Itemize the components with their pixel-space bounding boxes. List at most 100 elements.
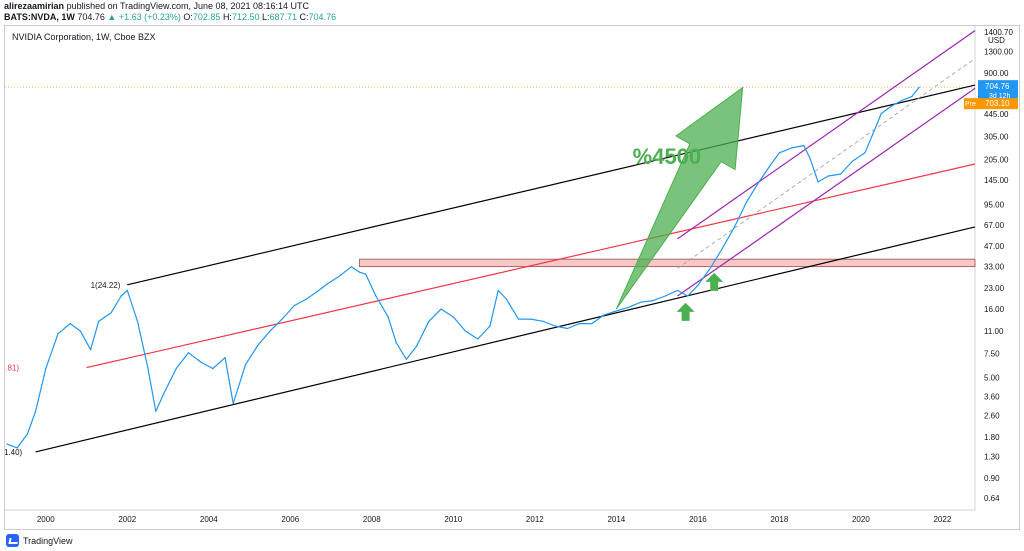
y-tick-label[interactable]: 0.90: [984, 474, 1000, 483]
author-name[interactable]: alirezaamirian: [4, 1, 65, 11]
price-point: [721, 247, 723, 250]
price-chart[interactable]: 1300.00 900.00 445.00 305.00 205.00 145.00 95.…: [5, 26, 1019, 529]
y-tick-label[interactable]: 5.00: [984, 373, 1000, 382]
price-point: [852, 160, 854, 162]
y-tick-label[interactable]: 1.30: [984, 452, 1000, 461]
price-point: [69, 322, 71, 325]
y-tick-label[interactable]: 16.00: [984, 305, 1005, 314]
publish-info: published on TradingView.com, June 08, 2…: [66, 1, 310, 11]
trendline: [127, 84, 976, 286]
y-tick-label[interactable]: 305.00: [984, 132, 1009, 141]
y-tick-label[interactable]: 33.00: [984, 263, 1005, 272]
fib-level-label: 0(1.40): [5, 448, 23, 457]
last-price-tag-value: 704.76: [985, 82, 1010, 91]
symbol-label[interactable]: BATS:NVDA, 1W: [4, 12, 75, 22]
chart-frame[interactable]: 1300.00 900.00 445.00 305.00 205.00 145.00 95.…: [4, 25, 1020, 530]
price-point: [395, 342, 397, 344]
low-label: L:: [261, 12, 270, 22]
x-tick-label: 2022: [933, 515, 951, 524]
price-point: [901, 100, 903, 102]
y-tick-label[interactable]: 95.00: [984, 201, 1005, 210]
price-point: [890, 105, 893, 107]
price-point: [709, 267, 711, 270]
price-point: [542, 320, 544, 322]
price-point: [257, 344, 259, 347]
pre-market-tag: [978, 98, 1018, 110]
x-tick-label: 2002: [118, 515, 136, 524]
brand-name[interactable]: TradingView: [23, 535, 73, 546]
x-tick-label: 2014: [607, 515, 625, 524]
last-price: 704.76: [77, 12, 105, 22]
price-point: [126, 289, 128, 292]
price-point: [305, 298, 308, 300]
price-point: [733, 226, 736, 228]
price-point: [790, 147, 793, 149]
y-tick-label[interactable]: 23.00: [984, 284, 1005, 293]
price-point: [778, 152, 780, 154]
price-point: [464, 330, 467, 332]
header-line-1: alirezaamirian published on TradingView.…: [4, 1, 309, 11]
y-tick-label[interactable]: 47.00: [984, 242, 1005, 251]
price-point: [530, 318, 532, 320]
open-label: O:: [183, 12, 193, 22]
price-point: [375, 295, 377, 297]
y-tick-label[interactable]: 67.00: [984, 221, 1005, 230]
price-point: [652, 299, 654, 302]
resistance-zone: [359, 258, 976, 268]
price-point: [817, 181, 819, 183]
price-point: [224, 356, 226, 359]
support-up-arrow-icon: [705, 272, 724, 291]
y-tick-label[interactable]: 1300.00: [984, 47, 1013, 56]
y-tick-label[interactable]: 205.00: [984, 156, 1009, 165]
price-point: [803, 145, 805, 147]
x-tick-label: 2000: [37, 515, 55, 524]
open-value: 702.85: [192, 12, 221, 22]
y-tick-label[interactable]: 1.80: [984, 433, 1000, 442]
tradingview-logo-icon[interactable]: [6, 534, 19, 547]
price-point: [79, 330, 81, 332]
y-tick-label[interactable]: 7.50: [984, 350, 1000, 359]
x-tick-label: 2006: [281, 515, 299, 524]
pre-market-label: Pre: [965, 101, 976, 108]
y-tick-label[interactable]: 2.60: [984, 412, 1000, 421]
y-tick-label[interactable]: 445.00: [984, 110, 1009, 119]
y-tick-label[interactable]: 3.60: [984, 393, 1000, 402]
y-tick-label[interactable]: 145.00: [984, 176, 1009, 185]
price-point: [839, 173, 842, 175]
x-tick-label: 2020: [852, 515, 870, 524]
price-point: [405, 358, 408, 360]
price-point: [187, 352, 190, 354]
y-tick-label[interactable]: 900.00: [984, 69, 1009, 78]
chart-title: NVIDIA Corporation, 1W, Cboe BZX: [12, 32, 156, 42]
trendline: [677, 87, 976, 297]
price-point: [269, 330, 271, 332]
price-point: [163, 392, 165, 394]
price-point: [326, 283, 328, 285]
price-point: [880, 112, 882, 115]
price-point: [365, 273, 367, 275]
price-point: [697, 284, 699, 286]
x-tick-label: 2008: [363, 515, 381, 524]
currency-label: USD: [988, 36, 1005, 45]
trendline: [677, 30, 976, 240]
price-point: [554, 325, 556, 327]
price-point: [579, 322, 581, 325]
price-point: [911, 95, 913, 98]
fib-level-label: 0.5(12.81): [5, 364, 19, 373]
price-point: [212, 367, 214, 370]
y-tick-label[interactable]: 0.64: [984, 494, 1000, 503]
price-point: [387, 316, 389, 318]
price-point: [45, 367, 47, 370]
price-point: [440, 308, 442, 310]
close-label: C:: [299, 12, 309, 22]
price-point: [918, 86, 920, 88]
price-point: [293, 304, 295, 307]
trendline: [677, 58, 976, 269]
price-point: [452, 316, 454, 318]
y-top-label: 1400.70: [984, 28, 1013, 37]
y-tick-label[interactable]: 11.00: [984, 327, 1004, 336]
price-point: [350, 266, 353, 268]
price-point: [26, 433, 29, 435]
price-point: [232, 402, 234, 405]
price-point: [338, 275, 340, 277]
